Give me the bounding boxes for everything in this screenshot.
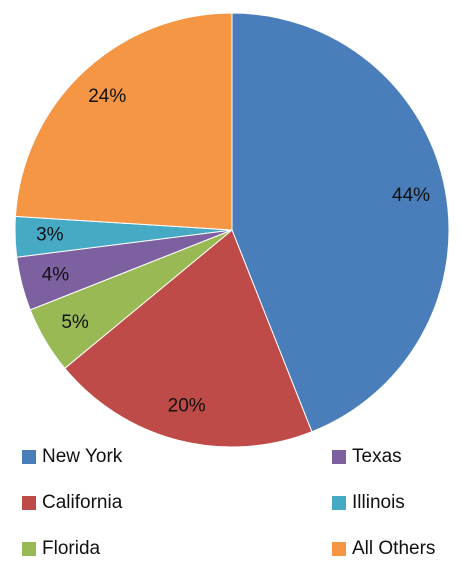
- legend-swatch: [332, 496, 346, 510]
- legend-label: All Others: [352, 538, 435, 559]
- legend-swatch: [22, 542, 36, 556]
- data-label: 24%: [88, 86, 126, 107]
- pie-slice: [231, 12, 450, 433]
- legend-swatch: [22, 450, 36, 464]
- legend-swatch: [332, 450, 346, 464]
- legend-label: New York: [42, 446, 123, 467]
- data-label: 44%: [392, 185, 430, 206]
- legend-swatch: [332, 542, 346, 556]
- legend-label: California: [42, 492, 123, 513]
- data-label: 3%: [36, 225, 64, 246]
- pie-slice: [14, 12, 233, 231]
- legend-label: Illinois: [352, 492, 405, 513]
- data-label: 5%: [61, 312, 89, 333]
- pie-slice: [64, 229, 313, 448]
- legend-label: Texas: [352, 446, 402, 467]
- legend-swatch: [22, 496, 36, 510]
- legend-label: Florida: [42, 538, 101, 559]
- data-label: 4%: [42, 264, 70, 285]
- data-label: 20%: [168, 396, 206, 417]
